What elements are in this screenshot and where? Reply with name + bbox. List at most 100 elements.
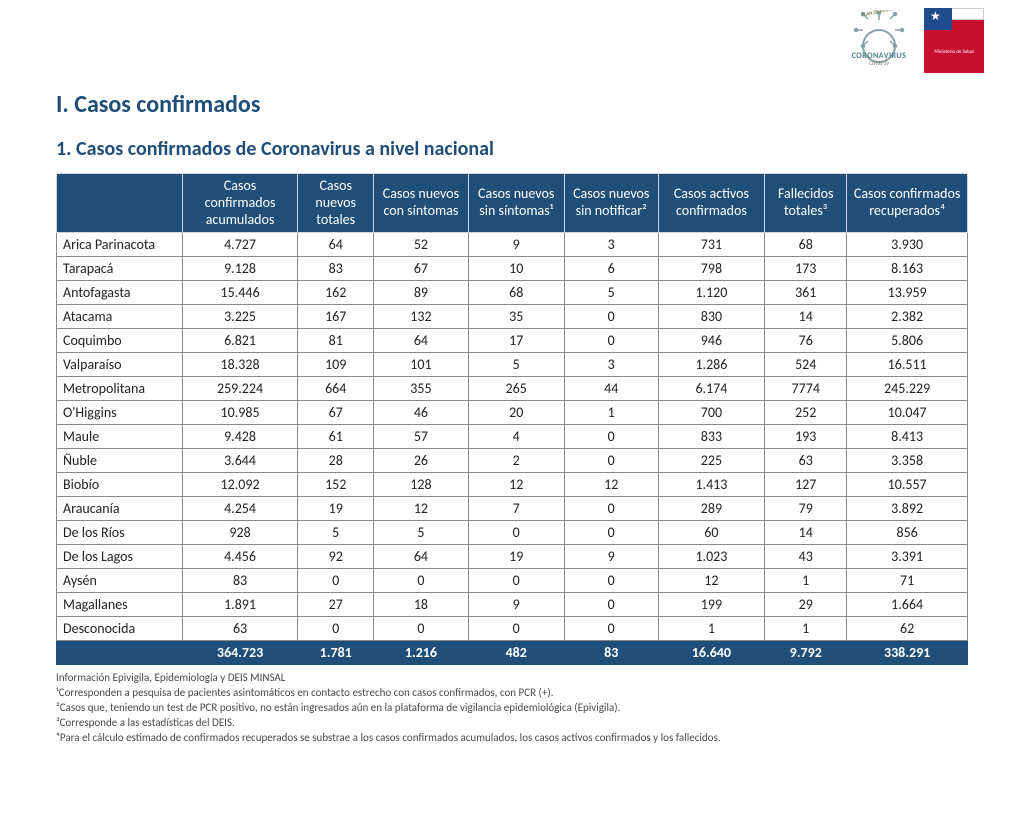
footnote-4: ⁴Para el cálculo estimado de confirmados…: [56, 731, 968, 746]
value-cell: 132: [374, 305, 468, 329]
value-cell: 79: [765, 497, 847, 521]
minsal-text: Ministerio de Salud: [934, 49, 973, 55]
value-cell: 3.644: [183, 449, 298, 473]
totals-value-cell: 16.640: [658, 641, 765, 665]
value-cell: 7774: [765, 377, 847, 401]
svg-text:CORONAVIRUS: CORONAVIRUS: [851, 51, 906, 61]
section-title: I. Casos confirmados: [56, 90, 968, 119]
value-cell: 361: [765, 281, 847, 305]
table-header-row: Casos confirmados acumulados Casos nuevo…: [57, 174, 968, 233]
value-cell: 245.229: [847, 377, 968, 401]
cases-table: Casos confirmados acumulados Casos nuevo…: [56, 173, 968, 665]
value-cell: 225: [658, 449, 765, 473]
value-cell: 4.254: [183, 497, 298, 521]
value-cell: 67: [298, 401, 374, 425]
value-cell: 10.557: [847, 473, 968, 497]
region-cell: Valparaíso: [57, 353, 183, 377]
region-cell: Atacama: [57, 305, 183, 329]
col-region: [57, 174, 183, 233]
value-cell: 162: [298, 281, 374, 305]
table-row: Maule9.4286157408331938.413: [57, 425, 968, 449]
region-cell: Araucanía: [57, 497, 183, 521]
table-row: Biobío12.09215212812121.41312710.557: [57, 473, 968, 497]
value-cell: 3: [564, 233, 658, 257]
value-cell: 8.413: [847, 425, 968, 449]
totals-value-cell: 1.216: [374, 641, 468, 665]
table-row: Tarapacá9.12883671067981738.163: [57, 257, 968, 281]
value-cell: 3.358: [847, 449, 968, 473]
table-row: Valparaíso18.328109101531.28652416.511: [57, 353, 968, 377]
value-cell: 259.224: [183, 377, 298, 401]
region-cell: Magallanes: [57, 593, 183, 617]
value-cell: 81: [298, 329, 374, 353]
value-cell: 10.047: [847, 401, 968, 425]
col-deaths: Fallecidos totales³: [765, 174, 847, 233]
value-cell: 4.727: [183, 233, 298, 257]
value-cell: 798: [658, 257, 765, 281]
value-cell: 17: [468, 329, 564, 353]
totals-value-cell: 83: [564, 641, 658, 665]
value-cell: 0: [468, 617, 564, 641]
value-cell: 7: [468, 497, 564, 521]
value-cell: 46: [374, 401, 468, 425]
col-new-unnotified: Casos nuevos sin notificar²: [564, 174, 658, 233]
region-cell: Desconocida: [57, 617, 183, 641]
value-cell: 12: [564, 473, 658, 497]
value-cell: 71: [847, 569, 968, 593]
table-row: Araucanía4.254191270289793.892: [57, 497, 968, 521]
svg-text:COVID-19: COVID-19: [869, 61, 889, 66]
value-cell: 0: [468, 521, 564, 545]
footnote-source: Información Epivigila, Epidemiología y D…: [56, 671, 968, 686]
value-cell: 64: [374, 329, 468, 353]
value-cell: 355: [374, 377, 468, 401]
region-cell: Maule: [57, 425, 183, 449]
totals-value-cell: 9.792: [765, 641, 847, 665]
value-cell: 8.163: [847, 257, 968, 281]
value-cell: 1: [564, 401, 658, 425]
value-cell: 1.891: [183, 593, 298, 617]
value-cell: 3.892: [847, 497, 968, 521]
col-recovered: Casos confirmados recuperados⁴: [847, 174, 968, 233]
region-cell: Biobío: [57, 473, 183, 497]
value-cell: 1.413: [658, 473, 765, 497]
value-cell: 5.806: [847, 329, 968, 353]
value-cell: 60: [658, 521, 765, 545]
value-cell: 1.286: [658, 353, 765, 377]
value-cell: 0: [298, 569, 374, 593]
value-cell: 0: [564, 449, 658, 473]
value-cell: 252: [765, 401, 847, 425]
value-cell: 0: [468, 569, 564, 593]
value-cell: 731: [658, 233, 765, 257]
table-totals-row: 364.7231.7811.2164828316.6409.792338.291: [57, 641, 968, 665]
value-cell: 92: [298, 545, 374, 569]
region-cell: Tarapacá: [57, 257, 183, 281]
value-cell: 9.428: [183, 425, 298, 449]
value-cell: 109: [298, 353, 374, 377]
subsection-title: 1. Casos confirmados de Coronavirus a ni…: [56, 137, 968, 161]
col-new-no-symptoms: Casos nuevos sin síntomas¹: [468, 174, 564, 233]
value-cell: 10: [468, 257, 564, 281]
value-cell: 14: [765, 305, 847, 329]
value-cell: 62: [847, 617, 968, 641]
value-cell: 0: [374, 617, 468, 641]
table-row: Aysén83000012171: [57, 569, 968, 593]
value-cell: 3: [564, 353, 658, 377]
value-cell: 43: [765, 545, 847, 569]
totals-value-cell: 364.723: [183, 641, 298, 665]
value-cell: 2.382: [847, 305, 968, 329]
value-cell: 830: [658, 305, 765, 329]
value-cell: 27: [298, 593, 374, 617]
value-cell: 700: [658, 401, 765, 425]
value-cell: 12.092: [183, 473, 298, 497]
value-cell: 0: [564, 329, 658, 353]
value-cell: 199: [658, 593, 765, 617]
value-cell: 5: [298, 521, 374, 545]
value-cell: 26: [374, 449, 468, 473]
value-cell: 1: [658, 617, 765, 641]
value-cell: 0: [374, 569, 468, 593]
value-cell: 16.511: [847, 353, 968, 377]
totals-value-cell: 338.291: [847, 641, 968, 665]
value-cell: 0: [564, 593, 658, 617]
table-row: Ñuble3.644282620225633.358: [57, 449, 968, 473]
value-cell: 5: [374, 521, 468, 545]
